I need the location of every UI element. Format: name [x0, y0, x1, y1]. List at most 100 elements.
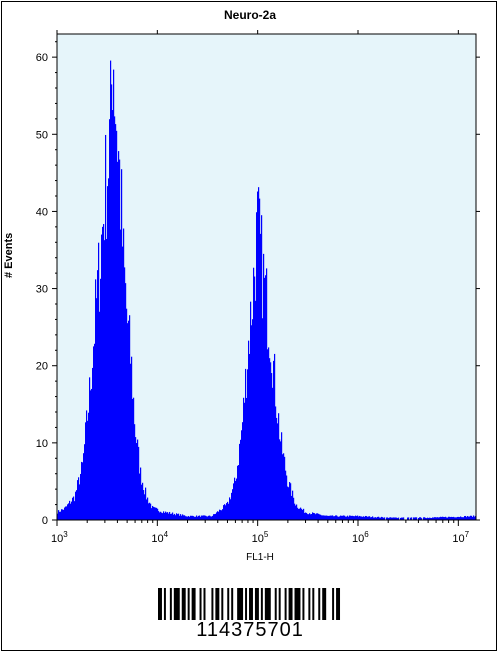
- histogram-bin: [293, 497, 295, 520]
- histogram-bars: [57, 60, 477, 521]
- histogram-bin: [273, 360, 275, 520]
- histogram-bin: [117, 161, 119, 520]
- histogram-bin: [261, 215, 263, 520]
- histogram-bin: [271, 373, 273, 520]
- histogram-bin: [146, 499, 148, 520]
- histogram-bin: [274, 353, 276, 520]
- histogram-bin: [313, 512, 315, 520]
- histogram-bin: [190, 515, 192, 520]
- histogram-bin: [118, 151, 120, 520]
- histogram-bin: [248, 340, 250, 520]
- histogram-bin: [114, 116, 116, 520]
- histogram-bin: [342, 515, 344, 520]
- histogram-bin: [176, 513, 178, 520]
- histogram-bin: [337, 516, 339, 520]
- histogram-bin: [423, 517, 425, 520]
- histogram-bin: [228, 503, 230, 520]
- histogram-bin: [77, 480, 79, 520]
- histogram-bin: [402, 517, 404, 520]
- histogram-bin: [285, 470, 287, 520]
- histogram-bin: [134, 424, 136, 520]
- histogram-bin: [471, 515, 473, 520]
- histogram-bin: [156, 507, 158, 520]
- histogram-bin: [133, 397, 135, 520]
- histogram-bin: [140, 467, 142, 520]
- histogram-bin: [470, 515, 472, 520]
- y-tick-label: 20: [36, 361, 48, 373]
- histogram-bin: [158, 511, 160, 520]
- histogram-bin: [231, 492, 233, 520]
- histogram-bin: [384, 517, 386, 520]
- histogram-bin: [448, 516, 450, 520]
- histogram-bin: [456, 517, 458, 520]
- histogram-bin: [415, 517, 417, 520]
- histogram-bin: [352, 515, 354, 520]
- histogram-bin: [416, 517, 418, 520]
- histogram-bin: [75, 491, 77, 520]
- histogram-bin: [340, 515, 342, 520]
- y-tick-label: 0: [42, 515, 48, 527]
- histogram-bin: [414, 517, 416, 520]
- histogram-bin: [180, 514, 182, 520]
- histogram-bin: [309, 513, 311, 520]
- histogram-bin: [355, 515, 357, 520]
- histogram-bin: [303, 508, 305, 520]
- histogram-bin: [136, 443, 138, 520]
- histogram-bin: [154, 507, 156, 520]
- histogram-bin: [459, 517, 461, 520]
- histogram-bin: [311, 514, 313, 520]
- histogram-bin: [292, 490, 294, 520]
- histogram-bin: [83, 453, 85, 520]
- histogram-bin: [350, 515, 352, 520]
- histogram-bin: [181, 515, 183, 520]
- histogram-bin: [334, 516, 336, 520]
- histogram-bin: [58, 510, 60, 520]
- histogram-bin: [250, 301, 252, 520]
- histogram-bin: [157, 508, 159, 520]
- histogram-bin: [369, 516, 371, 520]
- histogram-bin: [70, 503, 72, 520]
- histogram-bin: [302, 509, 304, 520]
- histogram-bin: [213, 514, 215, 520]
- histogram-bin: [183, 515, 185, 520]
- histogram-bin: [349, 515, 351, 520]
- histogram-bin: [137, 439, 139, 520]
- histogram-bin: [67, 504, 69, 520]
- histogram-bin: [87, 420, 89, 520]
- histogram-bin: [252, 319, 254, 520]
- histogram-bin: [445, 516, 447, 520]
- histogram-bin: [358, 516, 360, 520]
- histogram-bin: [253, 267, 255, 520]
- histogram-bin: [401, 517, 403, 520]
- histogram-bin: [330, 515, 332, 520]
- histogram-bin: [450, 517, 452, 520]
- histogram-bin: [372, 516, 374, 520]
- histogram-bin: [421, 518, 423, 520]
- histogram-bin: [81, 461, 83, 520]
- histogram-bin: [264, 277, 266, 520]
- y-tick-label: 30: [36, 284, 48, 296]
- histogram-bin: [381, 516, 383, 520]
- histogram-bin: [380, 517, 382, 520]
- chart-title: Neuro-2a: [223, 8, 276, 22]
- histogram-bin: [276, 417, 278, 520]
- histogram-bin: [88, 412, 90, 520]
- histogram-bin: [289, 482, 291, 520]
- x-tick-label: 104: [151, 530, 168, 545]
- histogram-bin: [108, 178, 110, 520]
- histogram-bin: [354, 516, 356, 520]
- histogram-bin: [226, 503, 228, 520]
- histogram-bin: [472, 516, 474, 520]
- histogram-bin: [160, 511, 162, 520]
- histogram-bin: [238, 465, 240, 520]
- histogram-bin: [212, 515, 214, 520]
- histogram-bin: [351, 515, 353, 520]
- histogram-bin: [165, 511, 167, 520]
- histogram-bin: [216, 512, 218, 520]
- histogram-bin: [324, 515, 326, 520]
- histogram-bin: [131, 356, 133, 520]
- histogram-bin: [383, 517, 385, 520]
- histogram-bin: [99, 311, 101, 520]
- histogram-bin: [69, 500, 71, 520]
